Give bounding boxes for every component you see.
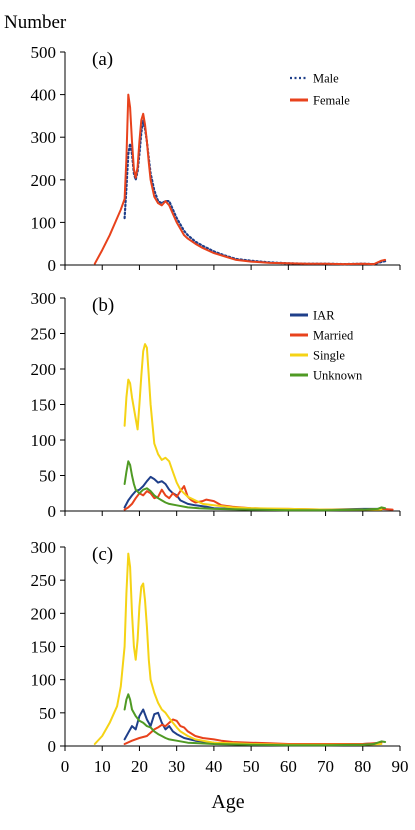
series-line-single — [123, 343, 383, 511]
y-tick-label: 0 — [48, 737, 57, 756]
series-line-married — [123, 718, 383, 745]
series-line-female — [93, 93, 387, 266]
y-tick-label: 50 — [39, 467, 56, 486]
x-tick-labels: 0 10 20 30 40 50 60 70 80 90 — [61, 757, 409, 776]
legend-label: IAR — [313, 309, 335, 323]
series-line-unknown — [123, 693, 387, 747]
x-tick-label: 10 — [94, 757, 111, 776]
panel-label: (c) — [92, 544, 113, 565]
y-tick-label: 300 — [31, 538, 57, 557]
y-tick-label: 200 — [31, 360, 57, 379]
y-tick-label: 150 — [31, 638, 57, 657]
y-tick-label: 150 — [31, 396, 57, 415]
legend-label: Female — [313, 94, 350, 108]
x-tick-label: 20 — [131, 757, 148, 776]
y-tick-label: 200 — [31, 604, 57, 623]
legend-label: Unknown — [313, 369, 363, 383]
y-tick-label: 50 — [39, 704, 56, 723]
panel-label: (b) — [92, 295, 114, 316]
y-tick-label: 0 — [48, 502, 57, 521]
x-tick-label: 60 — [280, 757, 297, 776]
x-tick-label: 70 — [317, 757, 334, 776]
legend-label: Married — [313, 329, 354, 343]
series-line-married — [123, 485, 394, 511]
y-axis-title: Number — [4, 12, 67, 33]
y-tick-label: 100 — [31, 431, 57, 450]
x-axis-title: Age — [211, 791, 244, 813]
legend: Male Female — [290, 72, 350, 108]
series-line-unknown — [123, 460, 387, 512]
y-tick-label: 100 — [31, 671, 57, 690]
x-tick-label: 90 — [392, 757, 409, 776]
series-line-single — [93, 552, 383, 746]
y-tick-label: 400 — [31, 86, 57, 105]
chart-panel-1: 0 100 200 300 400 500 (a) Male Female — [31, 43, 401, 275]
panel-label: (a) — [92, 49, 113, 70]
series-line-iar — [123, 708, 383, 746]
y-tick-label: 0 — [48, 256, 57, 275]
series-line-male — [123, 119, 387, 266]
legend: IAR Married Single Unknown — [290, 309, 363, 383]
legend-label: Single — [313, 349, 345, 363]
y-tick-label: 200 — [31, 171, 57, 190]
y-tick-label: 300 — [31, 128, 57, 147]
x-tick-label: 50 — [243, 757, 260, 776]
chart-panel-3: 0 50 100 150 200 250 300 (c) — [31, 538, 401, 756]
x-tick-label: 0 — [61, 757, 70, 776]
y-tick-label: 250 — [31, 571, 57, 590]
x-tick-label: 30 — [168, 757, 185, 776]
chart-panel-2: 0 50 100 150 200 250 300 (b) IAR Married Single Unk… — [31, 289, 401, 521]
y-tick-label: 300 — [31, 289, 57, 308]
legend-label: Male — [313, 72, 339, 86]
y-tick-label: 250 — [31, 325, 57, 344]
y-tick-label: 500 — [31, 43, 57, 62]
x-tick-label: 40 — [205, 757, 222, 776]
y-tick-label: 100 — [31, 213, 57, 232]
x-tick-label: 80 — [354, 757, 371, 776]
